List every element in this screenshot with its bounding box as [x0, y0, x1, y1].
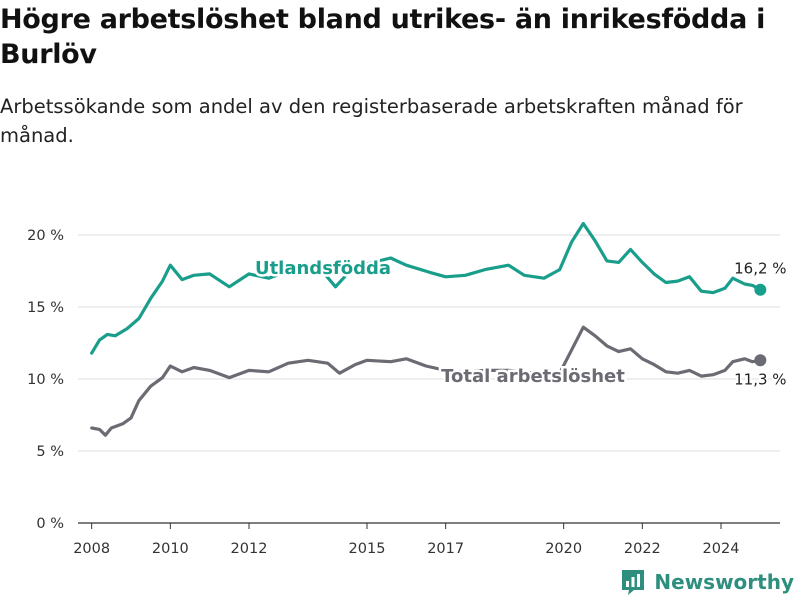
y-axis-ticks: 0 % 5 % 10 % 15 % 20 % — [27, 228, 64, 532]
brand-name: Newsworthy — [654, 570, 794, 594]
newsworthy-logo-icon — [622, 570, 645, 595]
x-tick-label: 2022 — [624, 541, 661, 557]
y-tick-label: 0 % — [36, 516, 64, 532]
series-name-label: Utlandsfödda — [255, 258, 391, 279]
y-tick-label: 5 % — [36, 444, 64, 460]
series-endpoint-0 — [754, 283, 767, 296]
y-tick-label: 15 % — [27, 300, 64, 316]
x-tick-label: 2024 — [703, 541, 740, 557]
series-end-value-label: 11,3 % — [734, 370, 786, 388]
series-end-value-label: 16,2 % — [734, 260, 786, 278]
x-tick-label: 2012 — [231, 541, 268, 557]
y-tick-label: 10 % — [27, 372, 64, 388]
series-line-1 — [90, 325, 762, 437]
x-tick-label: 2017 — [427, 541, 464, 557]
gridlines — [78, 234, 780, 524]
x-tick-label: 2010 — [152, 541, 189, 557]
series-labels: Utlandsfödda 16,2 % Total arbetslöshet 11,3… — [252, 256, 788, 391]
series-name-label: Total arbetslöshet — [441, 366, 625, 387]
y-tick-label: 20 % — [27, 228, 64, 244]
x-tick-label: 2015 — [349, 541, 386, 557]
x-tick-label: 2020 — [545, 541, 582, 557]
chart-subtitle: Arbetssökande som andel av den registerb… — [0, 95, 743, 147]
series-lines — [90, 221, 767, 437]
x-axis-ticks: 2008 2010 2012 2015 2017 2020 2022 2024 — [73, 523, 739, 557]
x-tick-label: 2008 — [73, 541, 110, 557]
newsworthy-brand: Newsworthy — [620, 568, 794, 596]
series-endpoint-1 — [754, 354, 767, 367]
chart-title: Högre arbetslöshet bland utrikes- än inr… — [0, 4, 766, 70]
series-line-0 — [90, 221, 762, 355]
